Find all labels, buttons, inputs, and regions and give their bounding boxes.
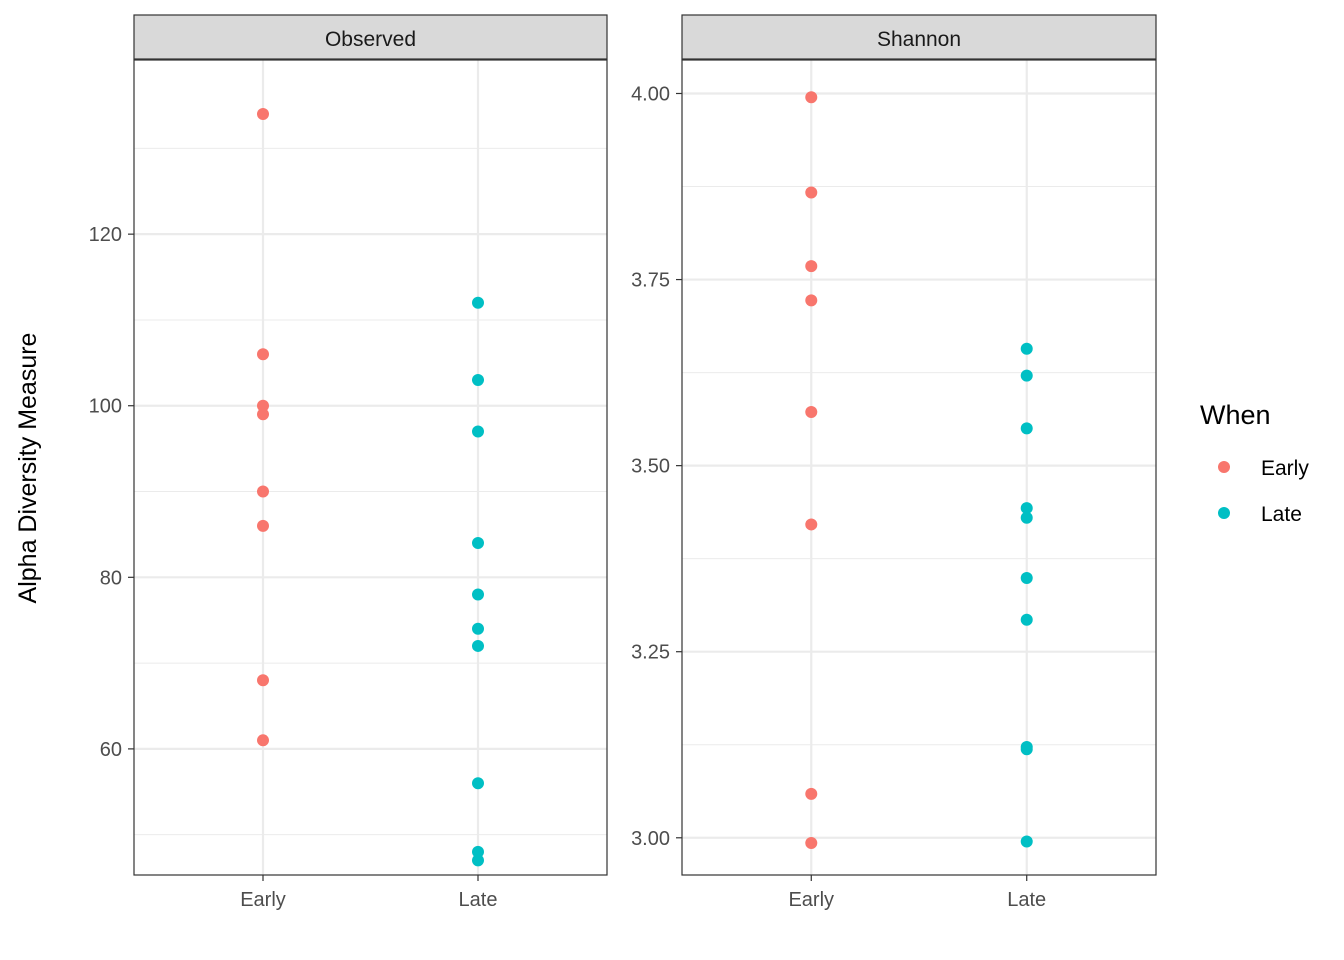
legend-title: When [1200,400,1271,430]
data-point-late [472,845,484,858]
y-tick-label: 3.75 [631,270,670,292]
y-tick-label: 100 [89,396,122,418]
data-point-early [257,485,269,498]
panel-background [134,60,607,875]
legend: When Early Late [1200,400,1309,526]
panel-border [133,59,608,876]
data-point-late [1020,422,1033,435]
data-point-late [472,296,484,309]
data-point-late [1020,369,1033,382]
data-point-late [1020,572,1033,585]
legend-label-early: Early [1261,457,1309,480]
x-tick-label: Late [1007,889,1046,911]
data-point-late [472,777,484,790]
panel-background [682,60,1156,875]
data-point-late [472,639,484,652]
x-tick-label: Late [459,889,498,911]
data-point-early [805,518,818,531]
data-point-late [1020,743,1033,756]
data-point-early [805,91,818,104]
panel-observed: Observed 60 80 100 120 Early Late [89,14,608,911]
data-point-early [257,408,269,421]
legend-key-early [1218,461,1230,473]
data-point-late [472,588,484,601]
y-tick-label: 120 [89,224,122,246]
data-point-early [257,399,269,412]
y-tick-label: 3.50 [631,456,670,478]
data-point-late [1020,835,1033,848]
strip-label: Shannon [877,28,961,51]
data-point-early [805,406,818,419]
x-tick-label: Early [240,889,286,911]
panel-border [681,59,1157,876]
legend-key-late [1218,507,1230,519]
strip-background [681,14,1157,60]
data-point-early [257,734,269,747]
data-point-early [805,186,818,199]
y-tick-label: 4.00 [631,83,670,105]
legend-label-late: Late [1261,503,1302,526]
data-point-early [805,260,818,273]
x-tick-label: Early [788,889,834,911]
data-point-early [805,787,818,800]
data-point-late [1020,613,1033,626]
y-tick-label: 80 [100,567,122,589]
y-tick-label: 3.25 [631,642,670,664]
data-point-late [1020,342,1033,355]
y-tick-label: 60 [100,739,122,761]
data-point-early [805,836,818,849]
data-point-early [257,348,269,361]
data-point-late [1020,511,1033,524]
data-point-early [805,294,818,307]
data-point-late [472,425,484,438]
data-point-early [257,674,269,687]
data-point-early [257,519,269,532]
data-point-late [472,854,484,867]
data-point-late [472,536,484,549]
y-tick-label: 3.00 [631,828,670,850]
data-point-late [472,622,484,635]
data-point-late [1020,502,1033,515]
y-axis-title: Alpha Diversity Measure [14,333,42,604]
panel-shannon: Shannon 3.00 3.25 3.50 3.75 4.00 Early Late [631,14,1157,911]
strip-label: Observed [325,28,416,51]
strip-background [133,14,608,60]
data-point-early [257,108,269,121]
data-point-late [472,373,484,386]
